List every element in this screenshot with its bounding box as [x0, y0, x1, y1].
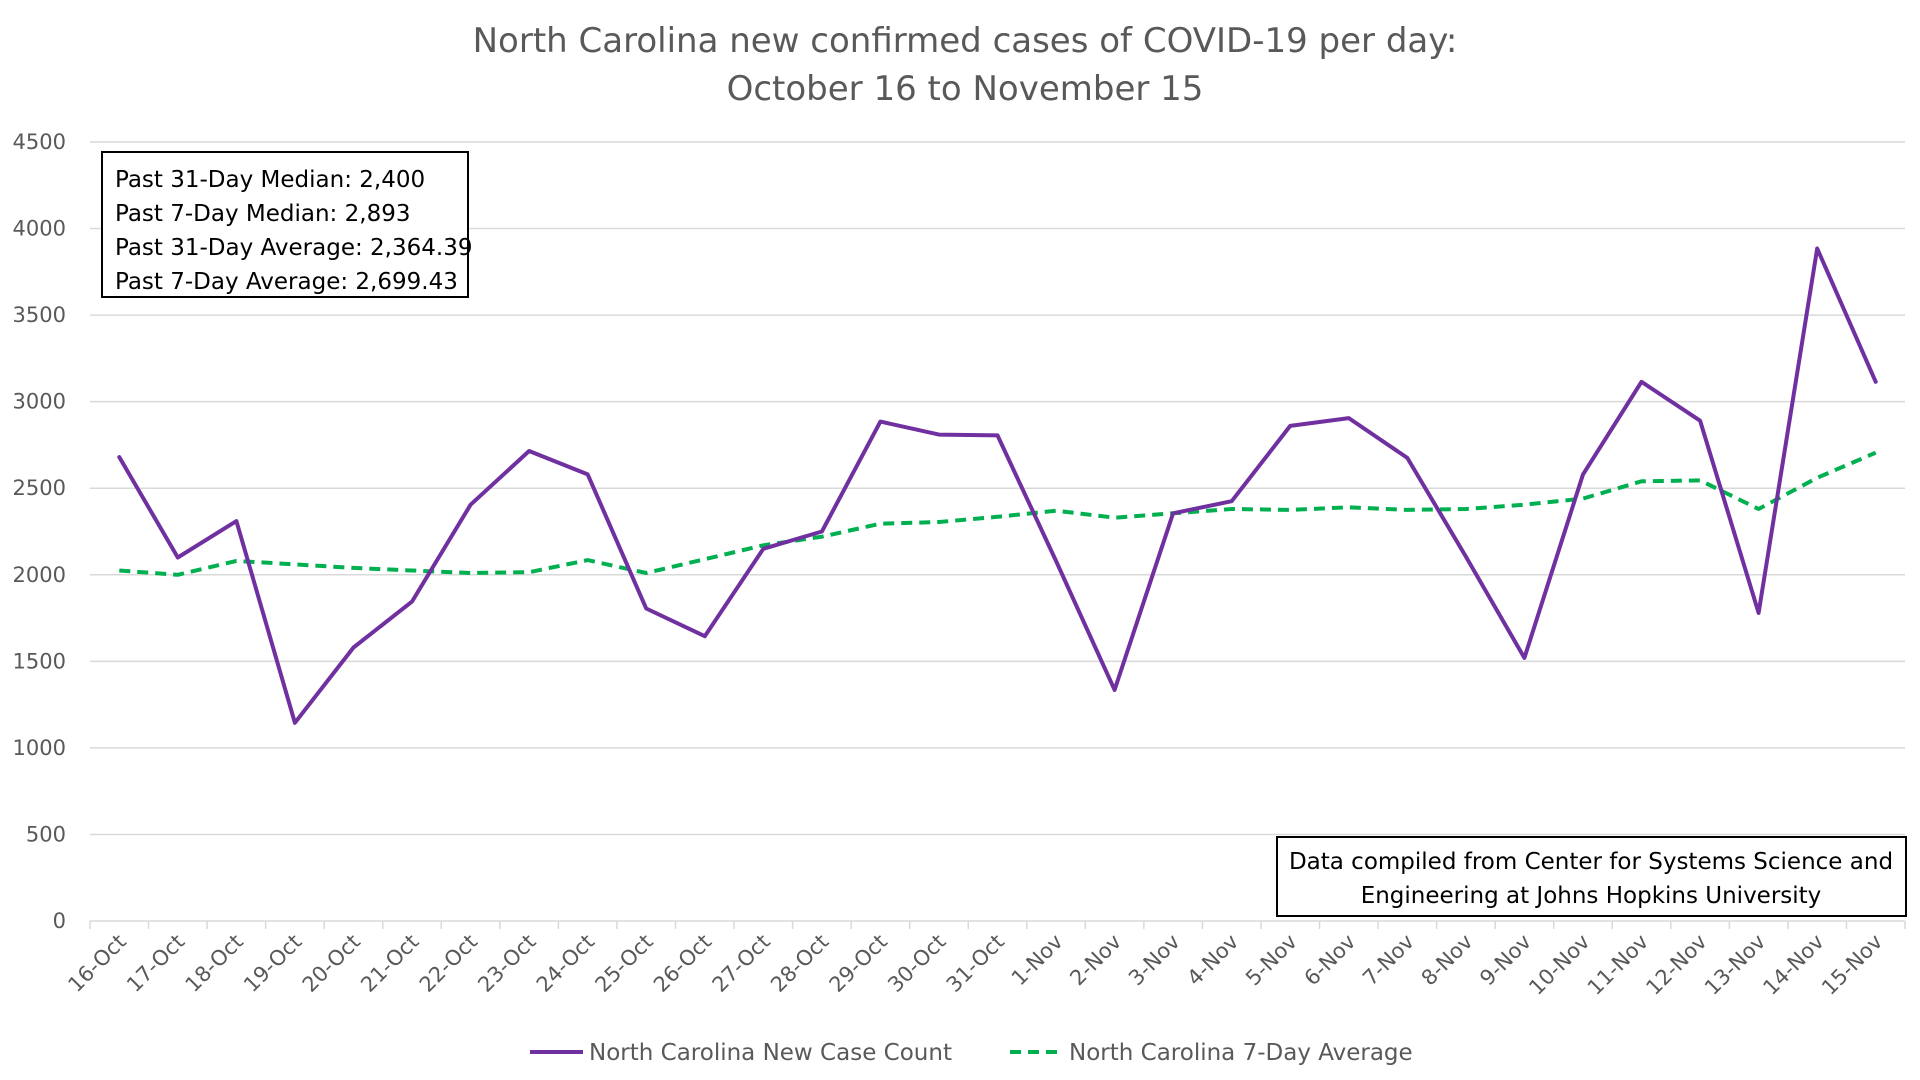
x-tick-label: 20-Oct — [298, 930, 365, 997]
x-tick-label: 30-Oct — [883, 930, 950, 997]
y-axis: 0 500 1000 1500 2000 2500 3000 3500 4000 4500 — [13, 130, 66, 933]
x-tick-label: 15-Nov — [1817, 930, 1887, 1000]
y-tick-label: 3500 — [13, 303, 66, 327]
x-tick-label: 29-Oct — [825, 930, 892, 997]
source-note-frame — [1276, 836, 1907, 917]
x-tick-label: 11-Nov — [1583, 930, 1653, 1000]
legend-item-case-count: North Carolina New Case Count — [530, 1040, 952, 1066]
x-tick-label: 1-Nov — [1007, 930, 1068, 991]
x-tick-label: 18-Oct — [181, 930, 248, 997]
x-tick-label: 28-Oct — [766, 930, 833, 997]
series-line-case-count — [117, 246, 1878, 725]
x-tick-label: 17-Oct — [122, 930, 189, 997]
x-tick-label: 24-Oct — [532, 930, 599, 997]
x-tick-label: 26-Oct — [649, 930, 716, 997]
legend-label-7day-average: North Carolina 7-Day Average — [1069, 1040, 1413, 1066]
stats-line: Past 31-Day Median: 2,400 — [115, 167, 425, 193]
y-tick-label: 2500 — [13, 476, 66, 500]
x-tick-label: 16-Oct — [63, 930, 130, 997]
y-tick-label: 500 — [26, 822, 66, 846]
source-note-line: Engineering at Johns Hopkins University — [1361, 883, 1822, 909]
stats-box: Past 31-Day Median: 2,400 Past 7-Day Med… — [101, 151, 472, 298]
x-tick-label: 19-Oct — [239, 930, 306, 997]
series-lines — [117, 246, 1878, 725]
series-line-7day-average — [119, 450, 1877, 577]
legend-item-7day-average: North Carolina 7-Day Average — [1010, 1040, 1413, 1066]
x-tick-label: 31-Oct — [942, 930, 1009, 997]
y-tick-label: 2000 — [13, 563, 66, 587]
x-tick-label: 7-Nov — [1358, 930, 1419, 991]
x-tick-label: 2-Nov — [1065, 930, 1126, 991]
x-tick-label: 10-Nov — [1524, 930, 1594, 1000]
y-tick-label: 3000 — [13, 390, 66, 414]
y-tick-label: 4500 — [13, 130, 66, 154]
x-tick-label: 5-Nov — [1241, 930, 1302, 991]
chart-title: North Carolina new confirmed cases of CO… — [473, 21, 1458, 61]
x-tick-label: 21-Oct — [356, 930, 423, 997]
y-tick-label: 1000 — [13, 736, 66, 760]
y-tick-label: 0 — [53, 909, 66, 933]
x-tick-label: 13-Nov — [1700, 930, 1770, 1000]
x-tick-label: 23-Oct — [473, 930, 540, 997]
x-tick-label: 6-Nov — [1300, 930, 1361, 991]
y-tick-label: 4000 — [13, 217, 66, 241]
stats-line: Past 31-Day Average: 2,364.39 — [115, 235, 472, 261]
stats-line: Past 7-Day Median: 2,893 — [115, 201, 410, 227]
y-tick-label: 1500 — [13, 649, 66, 673]
x-tick-label: 12-Nov — [1641, 930, 1711, 1000]
legend-label-case-count: North Carolina New Case Count — [589, 1040, 952, 1066]
x-tick-label: 22-Oct — [415, 930, 482, 997]
stats-line: Past 7-Day Average: 2,699.43 — [115, 269, 458, 295]
chart-subtitle: October 16 to November 15 — [727, 69, 1204, 109]
chart-title-group: North Carolina new confirmed cases of CO… — [473, 21, 1458, 109]
x-tick-label: 14-Nov — [1758, 930, 1828, 1000]
x-tick-label: 8-Nov — [1417, 930, 1478, 991]
x-tick-label: 27-Oct — [708, 930, 775, 997]
legend: North Carolina New Case Count North Caro… — [530, 1040, 1413, 1066]
stats-box-frame — [101, 151, 469, 298]
x-tick-label: 3-Nov — [1124, 930, 1185, 991]
x-tick-label: 25-Oct — [590, 930, 657, 997]
x-tick-label: 4-Nov — [1182, 930, 1243, 991]
source-note-box: Data compiled from Center for Systems Sc… — [1276, 836, 1907, 917]
x-axis: 16-Oct17-Oct18-Oct19-Oct20-Oct21-Oct22-O… — [63, 920, 1906, 1000]
source-note-line: Data compiled from Center for Systems Sc… — [1289, 849, 1893, 875]
gridlines — [90, 141, 1905, 836]
